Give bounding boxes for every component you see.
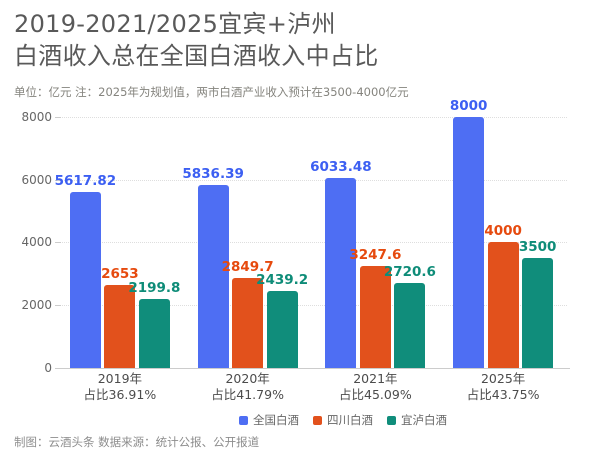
bar bbox=[104, 284, 136, 368]
y-axis-label: 2000 bbox=[21, 298, 52, 313]
legend-swatch bbox=[239, 415, 248, 425]
bar bbox=[197, 184, 229, 368]
bar bbox=[325, 178, 357, 368]
category-label: 2025年 占比43.75% bbox=[439, 371, 567, 402]
bar-value-label: 2849.7 bbox=[221, 259, 274, 276]
y-axis-label: 4000 bbox=[21, 235, 52, 250]
category-year: 2025年 bbox=[480, 371, 526, 386]
legend-label: 全国白酒 bbox=[253, 413, 299, 427]
bar bbox=[522, 258, 554, 368]
bar-value-label: 2439.2 bbox=[256, 272, 309, 289]
category-share: 占比43.75% bbox=[466, 386, 540, 402]
bar-value-label: 2720.6 bbox=[383, 263, 436, 280]
y-axis-tick bbox=[55, 242, 61, 244]
category-label: 2021年 占比45.09% bbox=[311, 371, 439, 402]
category-share: 占比41.79% bbox=[211, 386, 284, 402]
bar-value-label: 6033.48 bbox=[310, 159, 372, 176]
y-axis-tick bbox=[55, 305, 61, 307]
legend-item: 四川白酒 bbox=[313, 412, 373, 428]
bar-value-label: 8000 bbox=[449, 97, 488, 114]
category-share: 占比36.91% bbox=[83, 386, 157, 402]
category-year: 2019年 bbox=[97, 371, 143, 386]
bar-value-label: 3500 bbox=[518, 239, 557, 256]
legend-swatch bbox=[313, 415, 322, 425]
bar-value-label: 5617.82 bbox=[54, 172, 117, 189]
chart-title-line1: 2019-2021/2025宜宾+泸州 bbox=[14, 10, 336, 38]
y-axis-label: 8000 bbox=[21, 109, 52, 124]
legend-item: 全国白酒 bbox=[239, 412, 299, 428]
bar bbox=[394, 282, 426, 368]
gridline bbox=[56, 242, 567, 244]
x-axis-line bbox=[55, 368, 570, 369]
chart-title: 2019-2021/2025宜宾+泸州 白酒收入总在全国白酒收入中占比 bbox=[14, 9, 379, 72]
bar-value-label: 4000 bbox=[484, 223, 522, 240]
category-year: 2020年 bbox=[225, 371, 270, 386]
bar bbox=[453, 116, 485, 368]
category-share: 占比45.09% bbox=[339, 386, 412, 402]
bar bbox=[69, 191, 101, 368]
y-axis-tick bbox=[55, 116, 61, 118]
gridline bbox=[56, 116, 567, 118]
legend: 全国白酒 四川白酒 宜泸白酒 bbox=[239, 412, 447, 428]
legend-swatch bbox=[387, 415, 396, 425]
category-label: 2020年 占比41.79% bbox=[184, 371, 312, 402]
y-axis-label: 0 bbox=[44, 361, 52, 375]
footer-credit: 制图：云酒头条 数据来源：统计公报、公开报道 bbox=[14, 435, 260, 449]
category-year: 2021年 bbox=[353, 371, 398, 386]
chart-title-line2: 白酒收入总在全国白酒收入中占比 bbox=[14, 41, 379, 70]
bar-value-label: 3247.6 bbox=[349, 246, 402, 263]
bar-value-label: 5836.39 bbox=[182, 165, 244, 182]
y-axis-label: 6000 bbox=[21, 172, 52, 187]
legend-label: 四川白酒 bbox=[327, 413, 373, 427]
legend-label: 宜泸白酒 bbox=[401, 413, 447, 427]
y-axis-tick bbox=[55, 179, 61, 181]
bar-value-label: 2653 bbox=[101, 265, 139, 282]
bar bbox=[138, 298, 170, 368]
bar bbox=[232, 278, 264, 368]
bar bbox=[266, 291, 298, 368]
legend-item: 宜泸白酒 bbox=[387, 412, 447, 428]
chart-subtitle: 单位：亿元 注：2025年为规划值，两市白酒产业收入预计在3500-4000亿元 bbox=[14, 85, 409, 99]
bar bbox=[359, 265, 391, 368]
gridline bbox=[56, 305, 567, 307]
bar bbox=[487, 242, 519, 368]
category-label: 2019年 占比36.91% bbox=[56, 371, 184, 402]
bar-value-label: 2199.8 bbox=[128, 279, 181, 296]
gridline bbox=[56, 179, 567, 181]
